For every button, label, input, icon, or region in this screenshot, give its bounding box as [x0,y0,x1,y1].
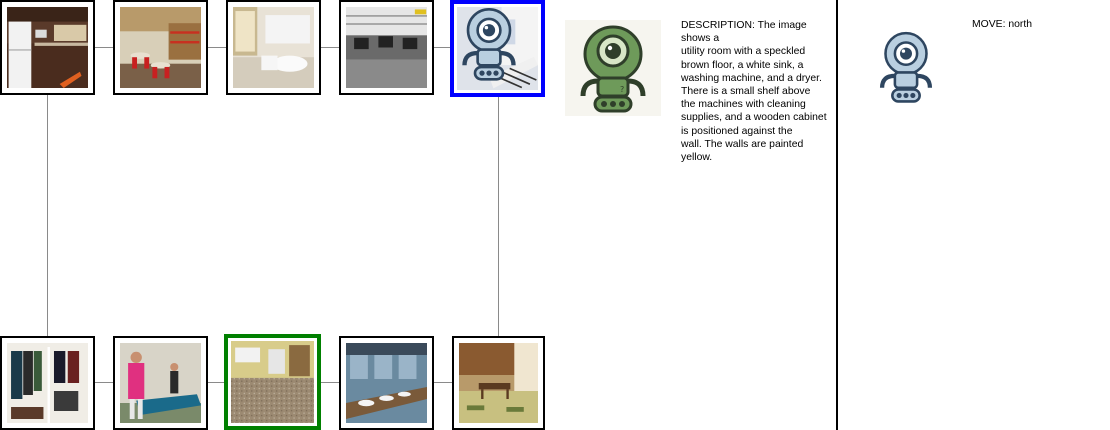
connector-line [498,96,499,336]
agent-avatar: ? [565,20,661,116]
connector-line [320,47,339,48]
connector-line [433,382,452,383]
tatami-room-photo [459,343,538,423]
panel-divider [836,0,838,430]
kitchen-photo [7,7,88,88]
move-action-label: MOVE: north [971,19,1033,30]
room-tile-cafeteria[interactable] [113,0,208,95]
room-tile-goal[interactable] [224,334,321,430]
robot-icon [462,7,516,81]
connector-line [94,382,113,383]
washroom-photo [346,343,427,423]
closet-photo [7,343,88,423]
connector-line [433,47,451,48]
cafeteria-photo [120,7,201,88]
room-tile-kitchen[interactable] [0,0,95,95]
connector-line [207,47,226,48]
ping-pong-photo [120,343,201,423]
connector-line [321,382,339,383]
bathroom-photo [233,7,314,88]
goal-utility-room-photo [231,341,314,423]
room-tile-current[interactable] [450,0,545,97]
description-text: DESCRIPTION: The image shows a utility r… [681,20,827,164]
room-tile-closet[interactable] [0,336,95,430]
svg-text:?: ? [620,85,624,94]
room-tile-washroom[interactable] [339,336,434,430]
room-tile-ping-pong[interactable] [113,336,208,430]
office-photo [346,7,427,88]
room-tile-office[interactable] [339,0,434,95]
connector-line [207,382,224,383]
connector-line [94,47,113,48]
room-tile-bathroom[interactable] [226,0,321,95]
connector-line [47,94,48,336]
robot-icon: ? [580,25,646,113]
room-tile-tatami[interactable] [452,336,545,430]
robot-icon [879,31,933,103]
